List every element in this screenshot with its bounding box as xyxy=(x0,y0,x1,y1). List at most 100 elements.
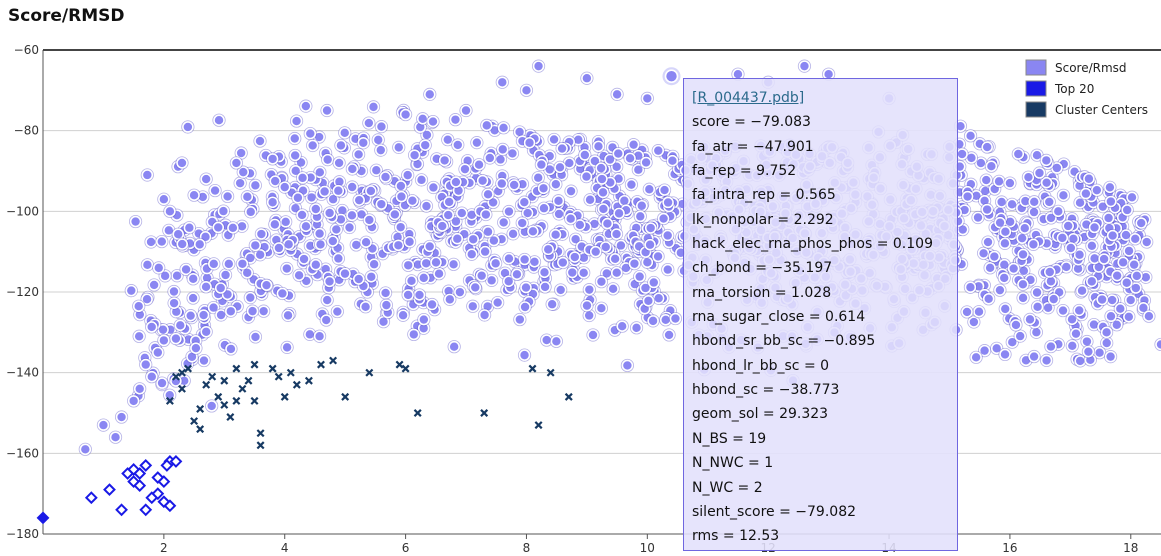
score-point-ring xyxy=(614,238,628,253)
score-point xyxy=(548,133,560,146)
score-point xyxy=(132,300,145,313)
score-point xyxy=(418,313,430,326)
cluster-center-point xyxy=(274,372,283,381)
top20-point xyxy=(139,459,153,472)
score-point-ring xyxy=(537,201,551,215)
score-point xyxy=(628,257,641,270)
cluster-center-point xyxy=(534,421,543,430)
score-point xyxy=(182,121,194,133)
score-point xyxy=(1040,176,1053,189)
score-point xyxy=(227,222,239,234)
score-point xyxy=(1045,212,1057,224)
score-point xyxy=(1017,248,1029,261)
pdb-file-link[interactable]: [R_004437.pdb] xyxy=(692,90,805,106)
cluster-center-point xyxy=(196,404,205,413)
tooltip-line: rms = 12.53 xyxy=(692,528,780,545)
score-point-ring xyxy=(407,148,422,162)
score-point xyxy=(174,319,187,332)
score-point xyxy=(266,196,279,209)
score-point xyxy=(367,101,380,113)
score-point-ring xyxy=(245,304,260,318)
score-point-ring xyxy=(186,291,200,305)
score-point xyxy=(438,154,451,167)
x-tick-label: 6 xyxy=(402,541,410,555)
score-point-ring xyxy=(345,180,359,194)
score-point xyxy=(1031,149,1043,161)
score-point-ring xyxy=(475,269,489,283)
score-point xyxy=(221,190,234,203)
score-point xyxy=(496,177,508,190)
score-point xyxy=(237,166,250,178)
score-point-ring xyxy=(517,348,532,362)
score-point xyxy=(423,88,436,101)
score-point xyxy=(982,292,995,305)
score-point xyxy=(489,257,502,270)
score-point xyxy=(152,262,165,274)
score-point xyxy=(1031,286,1043,299)
score-point xyxy=(331,305,344,318)
score-point-ring xyxy=(478,245,492,259)
score-point xyxy=(473,158,485,171)
tooltip-line: fa_atr = −47.901 xyxy=(692,138,814,155)
score-point xyxy=(641,92,654,105)
score-point xyxy=(581,72,593,85)
cluster-center-point xyxy=(317,360,325,369)
score-point-ring xyxy=(401,168,415,182)
score-point-ring xyxy=(449,214,463,229)
score-point xyxy=(519,301,531,313)
x-tick-label: 8 xyxy=(523,541,531,555)
score-point xyxy=(964,130,977,142)
score-point xyxy=(1080,187,1092,200)
cluster-center-point xyxy=(220,400,229,409)
legend-swatch xyxy=(1025,59,1047,76)
score-point-ring xyxy=(182,221,196,235)
score-point xyxy=(427,181,440,194)
score-point xyxy=(298,253,310,265)
score-point xyxy=(1076,284,1088,297)
score-point xyxy=(647,276,660,289)
score-point-ring xyxy=(438,153,452,167)
score-point xyxy=(197,309,210,321)
tooltip-line: rna_sugar_close = 0.614 xyxy=(692,309,866,326)
cluster-center-point xyxy=(304,376,313,385)
top20-point xyxy=(139,503,153,517)
score-point-ring xyxy=(496,142,510,156)
score-point xyxy=(370,164,383,177)
tooltip-line: N_BS = 19 xyxy=(692,430,767,447)
score-point-ring xyxy=(206,301,221,315)
score-point xyxy=(444,293,456,306)
score-point xyxy=(661,229,674,242)
score-point-ring xyxy=(334,138,348,152)
score-point xyxy=(1010,319,1022,331)
score-point xyxy=(417,272,430,284)
score-point-ring xyxy=(588,154,602,168)
x-tick-label: 18 xyxy=(1123,541,1138,555)
score-point xyxy=(984,262,996,274)
score-point-ring xyxy=(289,164,303,178)
score-point xyxy=(1056,232,1069,244)
score-point xyxy=(257,305,270,317)
score-point xyxy=(1083,172,1095,185)
score-point xyxy=(612,147,625,160)
score-point-ring xyxy=(466,299,480,313)
score-point xyxy=(159,270,171,282)
score-point-ring xyxy=(338,126,352,140)
score-point xyxy=(1111,269,1123,282)
score-point-ring xyxy=(564,184,578,198)
score-point xyxy=(982,236,994,248)
score-point-ring xyxy=(426,180,441,195)
score-point-ring xyxy=(481,187,495,201)
score-point-ring xyxy=(1030,300,1045,314)
grid-lines xyxy=(43,49,1161,535)
score-point-ring xyxy=(1072,248,1087,262)
score-point-ring xyxy=(140,258,155,272)
score-point xyxy=(972,211,984,224)
score-point-ring xyxy=(990,341,1004,355)
score-point-ring xyxy=(128,214,143,229)
score-point xyxy=(1096,200,1109,213)
score-point xyxy=(607,283,619,295)
score-point xyxy=(634,210,647,223)
score-point xyxy=(363,214,376,226)
score-point xyxy=(304,127,317,140)
score-point xyxy=(97,419,110,431)
